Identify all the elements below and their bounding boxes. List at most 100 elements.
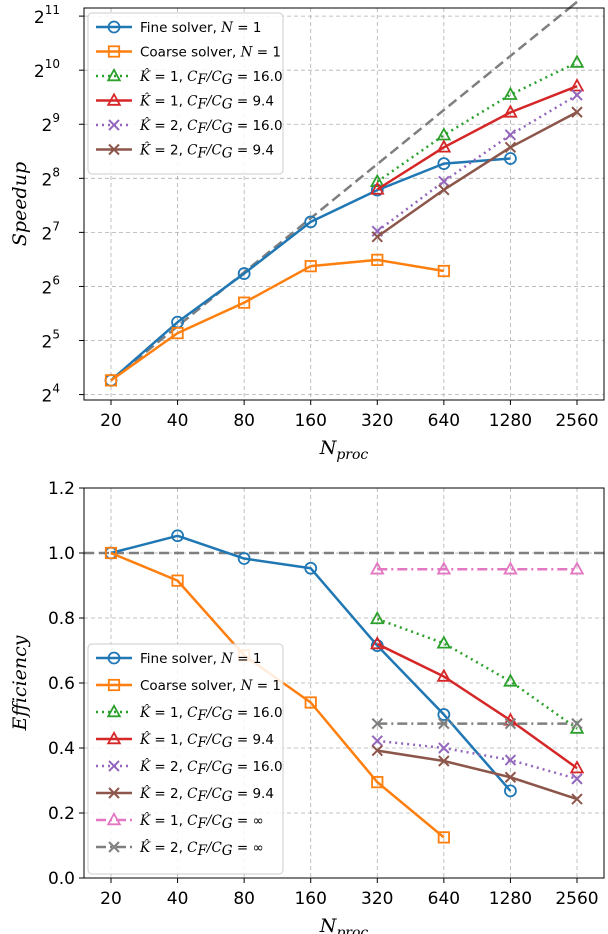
y-tick-base: 2: [42, 278, 53, 298]
legend-label-math: N: [220, 651, 234, 667]
x-tick-label: 160: [294, 411, 326, 431]
legend-item: Coarse solver, N = 1: [96, 45, 281, 61]
legend-label-math: C: [187, 705, 198, 721]
y-tick-label: 25: [42, 328, 60, 353]
data-point: [369, 561, 385, 575]
legend-label-math: /C: [205, 759, 223, 775]
data-point: [569, 54, 585, 68]
y-tick-label: 29: [42, 111, 60, 136]
data-point: [438, 717, 450, 730]
x-tick-label: 40: [167, 889, 189, 909]
legend-label-sub: G: [222, 72, 233, 88]
data-point: [237, 552, 251, 565]
data-point: [171, 326, 184, 340]
data-point: [371, 231, 383, 243]
y-tick-exponent: 4: [52, 382, 60, 396]
legend-label-sub: F: [197, 146, 208, 162]
legend-label-text: = 9.4: [233, 143, 274, 159]
legend-label-sub: F: [197, 735, 208, 751]
legend-label: K̂ = 2, CF/CG = 9.4: [139, 786, 274, 805]
legend-label-text: = 1: [233, 651, 261, 667]
data-point: [238, 296, 251, 309]
data-point: [571, 793, 583, 805]
y-tick-base: 2: [42, 170, 53, 190]
legend-label-text: = 9.4: [233, 732, 274, 748]
y-tick-exponent: 6: [52, 273, 60, 287]
legend-label-sub: G: [222, 735, 233, 751]
x-tick-label: 2560: [555, 411, 598, 431]
series-line: [376, 617, 578, 730]
y-tick-label: 26: [42, 273, 60, 298]
x-tick-label: 40: [167, 411, 189, 431]
legend-marker: [107, 20, 121, 34]
legend-marker: [106, 67, 122, 82]
legend: Fine solver, N = 1 Coarse solver, N = 1 K̂…: [87, 12, 284, 175]
data-point: [438, 742, 450, 754]
y-tick-label: 24: [42, 382, 60, 407]
data-point: [569, 561, 585, 575]
x-tick-label: 20: [100, 411, 122, 431]
data-point: [571, 773, 583, 785]
x-tick-label: 1280: [489, 889, 532, 909]
legend-label-sub: G: [222, 762, 233, 778]
legend-label-math: /C: [205, 143, 223, 159]
series-line: [110, 534, 512, 792]
legend-label-math: N: [240, 678, 254, 694]
legend-label-sub: G: [222, 146, 233, 162]
legend-label-text: = 1,: [150, 813, 187, 829]
legend-label-math: C: [187, 118, 198, 134]
x-axis-label-main: N: [319, 437, 338, 459]
legend-label-math: C: [187, 69, 198, 85]
legend-item: K̂ = 2, CF/CG = ∞: [96, 840, 264, 859]
legend-label: K̂ = 2, CF/CG = ∞: [139, 840, 264, 859]
legend-label-text: = 2,: [150, 118, 187, 134]
data-point: [304, 696, 317, 709]
legend-label-math: N: [220, 20, 234, 36]
legend-label-math: C: [187, 786, 198, 802]
series-line: [376, 111, 578, 238]
legend-label: Coarse solver, N = 1: [140, 678, 281, 694]
data-point: [569, 760, 585, 774]
legend-label-math: /C: [205, 813, 223, 829]
data-point: [369, 173, 385, 187]
x-axis-label-sub: proc: [336, 447, 368, 463]
legend-marker: [106, 811, 122, 826]
series-5: [371, 735, 583, 785]
legend-label-math: K̂: [139, 840, 151, 856]
y-tick-base: 2: [42, 116, 53, 136]
series-line: [376, 642, 578, 770]
data-point: [104, 374, 118, 387]
reference-line: [110, 0, 578, 382]
legend-item: K̂ = 1, CF/CG = 16.0: [96, 703, 283, 724]
legend-label-text: Fine solver,: [140, 20, 221, 36]
legend-item: K̂ = 1, CF/CG = 16.0: [96, 67, 283, 88]
x-tick-label: 640: [428, 889, 460, 909]
y-tick-label: 0.0: [48, 869, 75, 889]
legend-label-text: = 2,: [150, 143, 187, 159]
legend-label: Fine solver, N = 1: [140, 20, 261, 36]
legend-label-math: /C: [205, 118, 223, 134]
legend-label: K̂ = 1, CF/CG = 16.0: [139, 705, 283, 724]
data-point: [371, 735, 383, 747]
legend-label-sub: F: [197, 97, 208, 113]
y-tick-label: 0.8: [48, 609, 75, 629]
legend-label-sub: F: [197, 816, 208, 832]
legend-label-sub: G: [222, 121, 233, 137]
legend-label-text: = 16.0: [233, 69, 283, 85]
data-point: [371, 253, 384, 266]
legend-label: K̂ = 2, CF/CG = 9.4: [139, 142, 274, 161]
x-axis-label-sub: proc: [336, 925, 368, 934]
data-point: [504, 717, 517, 730]
legend-marker: [106, 92, 122, 106]
data-point: [436, 561, 452, 575]
legend-label-text: = 9.4: [233, 786, 274, 802]
data-point: [504, 754, 517, 766]
y-tick-label: 1.2: [48, 479, 75, 499]
series-line: [376, 85, 578, 191]
data-point: [369, 635, 385, 650]
plot-frame: [83, 487, 605, 879]
legend-label-text: = ∞: [233, 813, 264, 829]
x-tick-label: 2560: [555, 889, 598, 909]
y-tick-base: 2: [42, 333, 53, 353]
